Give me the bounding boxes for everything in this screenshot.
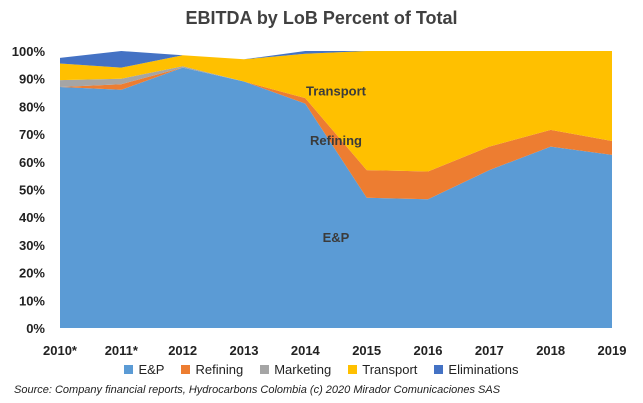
y-tick-label: 0% [26,321,45,336]
y-tick-label: 20% [19,266,45,281]
y-tick-label: 40% [19,210,45,225]
y-tick-label: 30% [19,238,45,253]
legend-label-eliminations: Eliminations [448,362,519,377]
legend-swatch-eliminations [434,365,444,374]
area-ep [60,67,612,328]
x-tick-label: 2013 [230,343,259,358]
y-tick-label: 70% [19,127,45,142]
chart-title: EBITDA by LoB Percent of Total [185,8,458,28]
y-tick-label: 50% [19,183,45,198]
source-note: Source: Company financial reports, Hydro… [14,384,501,396]
legend: E&P Refining Marketing Transport Elimina… [0,362,643,377]
y-axis-ticks: 0% 10% 20% 30% 40% 50% 60% 70% 80% 90% 100% [12,44,46,336]
legend-label-marketing: Marketing [274,362,332,377]
x-tick-label: 2019 [598,343,627,358]
legend-label-ep: E&P [138,362,165,377]
x-tick-label: 2017 [475,343,504,358]
annotation-transport: Transport [306,83,367,98]
area-layers [60,51,612,328]
x-tick-label: 2014 [291,343,321,358]
x-tick-label: 2010* [43,343,78,358]
y-tick-label: 80% [19,99,45,114]
x-axis-ticks: 2010* 2011* 2012 2013 2014 2015 2016 2017 2018 20… [43,343,626,358]
legend-swatch-marketing [260,365,270,374]
y-tick-label: 90% [19,72,45,87]
legend-swatch-refining [181,365,191,374]
area-transport [60,51,612,172]
y-tick-label: 10% [19,293,45,308]
legend-item-refining: Refining [181,362,243,377]
y-tick-label: 100% [12,44,46,59]
legend-label-refining: Refining [195,362,244,377]
x-tick-label: 2012 [168,343,197,358]
area-refining [60,67,612,200]
x-tick-label: 2018 [536,343,565,358]
x-tick-label: 2016 [414,343,443,358]
legend-swatch-ep [124,365,134,374]
legend-item-ep: E&P [124,362,164,377]
legend-item-eliminations: Eliminations [434,362,519,377]
legend-swatch-transport [348,365,358,374]
chart-plot: 0%10%20%30%40%50%60%70%80%90%100% 2010* 2… [12,44,627,358]
y-tick-label: 60% [19,155,45,170]
annotation-ep: E&P [323,230,350,245]
x-tick-label: 2011* [105,343,139,358]
legend-label-transport: Transport [362,362,418,377]
legend-item-transport: Transport [348,362,417,377]
x-tick-label: 2015 [352,343,381,358]
legend-item-marketing: Marketing [260,362,331,377]
area-eliminations [60,51,612,68]
area-annotations: Transport Refining E&P [306,83,367,245]
annotation-refining: Refining [310,133,362,148]
